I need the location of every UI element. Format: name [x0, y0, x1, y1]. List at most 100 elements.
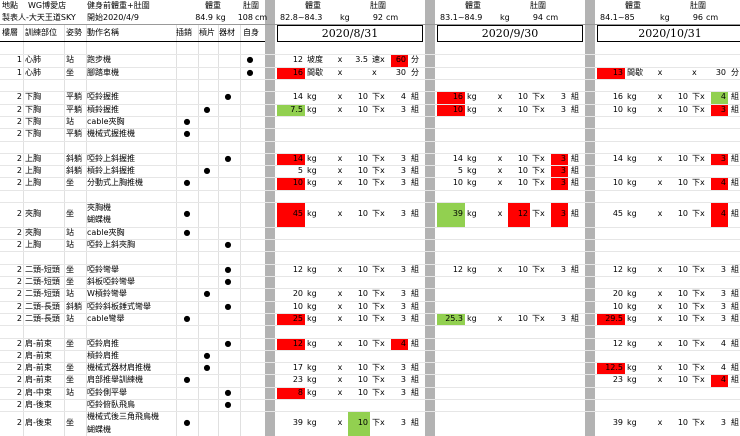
highlight-cell [277, 67, 305, 79]
session-date-box: 2020/9/30 [437, 25, 583, 42]
log-weight-unit: kg [627, 338, 637, 348]
log-weight: 10 [612, 178, 623, 188]
log-sets: 3 [400, 418, 406, 428]
log-weight-unit: kg [467, 92, 477, 102]
log-weight: 10 [612, 104, 623, 114]
training-part: 夾胸 [25, 209, 41, 219]
training-part: 二頭-長頭 [25, 313, 60, 323]
grid-line [23, 24, 24, 436]
training-part: 下胸 [25, 104, 41, 114]
session-weight-range: 83.1~84.9 [440, 13, 483, 22]
action-name: W槓鈴彎舉 [87, 289, 127, 299]
equipment-dot: ● [246, 55, 254, 65]
column-header: 樓層 [2, 28, 18, 37]
log-x: x [337, 289, 343, 299]
highlight-cell [711, 104, 728, 116]
level: 2 [16, 264, 22, 274]
row-line [0, 337, 740, 339]
log-reps: 3.5 [355, 55, 368, 65]
log-sets-unit: 組 [411, 418, 419, 428]
training-part: 二頭-長頭 [25, 301, 60, 311]
log-weight: 45 [612, 209, 623, 219]
action-name: 啞鈴斜板錘式彎舉 [87, 301, 151, 311]
log-sets-unit: 組 [731, 289, 739, 299]
log-weight: 25.3 [445, 313, 463, 323]
log-x: x [657, 92, 663, 102]
session-weight-range: 84.1~85 [600, 13, 635, 22]
log-weight-unit: kg [307, 166, 317, 176]
log-weight: 17 [292, 363, 303, 373]
training-part: 二頭-短頭 [25, 289, 60, 299]
log-reps: 10 [517, 166, 528, 176]
highlight-cell [348, 412, 370, 436]
pose: 斜躺 [66, 166, 82, 176]
log-weight: 20 [292, 289, 303, 299]
log-sets-unit: 組 [731, 92, 739, 102]
action-name: 機械式器材肩推機 [87, 363, 151, 373]
log-weight-unit: kg [627, 375, 637, 385]
action-name: 分動式上胸推機 [87, 178, 143, 188]
pose: 平躺 [66, 104, 82, 114]
session-waist: 96 [692, 13, 703, 22]
header-rule [0, 41, 265, 42]
level: 2 [16, 104, 22, 114]
level: 2 [16, 289, 22, 299]
training-part: 肩-後束 [25, 418, 52, 428]
log-sets-unit: 組 [731, 418, 739, 428]
session-waist: 94 [532, 13, 543, 22]
log-x: x [337, 313, 343, 323]
pose: 坐 [66, 276, 74, 286]
log-reps-unit: 下x [372, 153, 385, 163]
log-weight: 12 [292, 338, 303, 348]
log-reps: 10 [677, 178, 688, 188]
log-weight: 23 [292, 375, 303, 385]
log-reps: 10 [357, 104, 368, 114]
header-rule [0, 24, 740, 25]
action-name: 機械式後三角飛鳥機 [87, 412, 159, 422]
log-sets-unit: 分 [731, 67, 739, 77]
log-reps: 10 [517, 92, 528, 102]
highlight-cell [277, 313, 305, 326]
log-weight-unit: kg [307, 104, 317, 114]
log-sets-unit: 組 [731, 209, 739, 219]
log-reps-unit: 下x [692, 418, 705, 428]
equipment-dot: ● [203, 166, 211, 176]
equipment-dot: ● [183, 418, 191, 428]
log-reps: 10 [357, 264, 368, 274]
log-sets-unit: 組 [731, 375, 739, 385]
action-name: 槓鈴肩推 [87, 350, 119, 360]
log-sets: 4 [400, 92, 406, 102]
row-line [0, 202, 740, 204]
log-sets-unit: 組 [731, 338, 739, 348]
log-sets: 3 [400, 264, 406, 274]
log-sets-unit: 組 [571, 153, 579, 163]
level: 2 [16, 227, 22, 237]
column-header: 自身 [243, 28, 259, 37]
action-name: cable彎舉 [87, 313, 125, 323]
equipment-dot: ● [224, 240, 232, 249]
log-reps: 10 [357, 289, 368, 299]
action-name: 槓鈴上斜握推 [87, 166, 135, 176]
log-weight: 39 [292, 418, 303, 428]
highlight-cell [711, 375, 728, 387]
equipment-dot: ● [224, 387, 232, 397]
log-reps: 12 [517, 209, 528, 219]
log-reps-unit: 下x [372, 264, 385, 274]
log-weight-unit: 坡度 [307, 55, 323, 65]
training-part: 下胸 [25, 116, 41, 126]
log-sets: 3 [560, 264, 566, 274]
log-weight: 12 [612, 264, 623, 274]
log-sets-unit: 組 [731, 264, 739, 274]
equipment-dot: ● [224, 301, 232, 311]
row-line [0, 362, 740, 364]
log-sets: 4 [720, 92, 726, 102]
log-sets: 3 [560, 153, 566, 163]
pose: 站 [66, 313, 74, 323]
log-sets: 4 [720, 209, 726, 219]
log-sets-unit: 組 [411, 153, 419, 163]
row-line [0, 140, 740, 142]
log-sets: 3 [560, 166, 566, 176]
log-weight-unit: 間歇 [627, 67, 643, 77]
log-weight: 25 [292, 313, 303, 323]
